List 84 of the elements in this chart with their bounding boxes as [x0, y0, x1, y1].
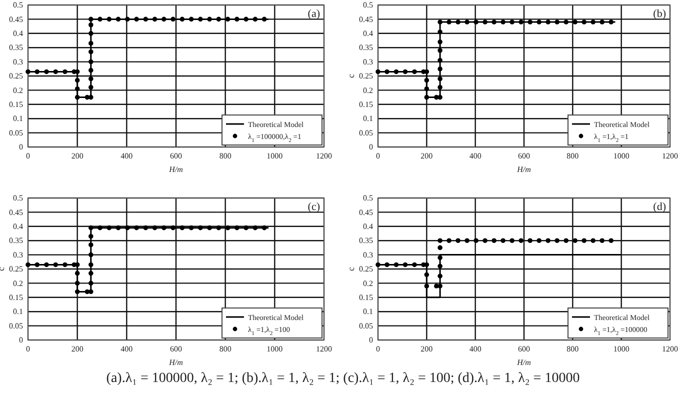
- y-tick-label: 0.4: [13, 28, 23, 38]
- y-tick-label: 0.5: [13, 194, 23, 203]
- x-tick-label: 400: [120, 152, 133, 161]
- y-tick-label: 0.1: [363, 114, 373, 124]
- annotation: (d): [653, 201, 666, 213]
- x-axis-title: H/m: [168, 358, 184, 367]
- x-tick-label: 1200: [316, 152, 332, 161]
- x-tick-label: 600: [170, 152, 182, 161]
- x-tick-label: 600: [518, 344, 530, 354]
- y-tick-label: 0.3: [13, 250, 23, 260]
- y-tick-label: 0.3: [13, 57, 23, 66]
- x-tick-label: 1000: [613, 152, 630, 161]
- y-tick-label: 0.45: [9, 208, 23, 217]
- y-tick-label: 0: [369, 142, 373, 152]
- x-tick-label: 1200: [662, 152, 678, 161]
- text: (a).λ₁ = 100000, λ₂ = 1; (b).λ₁ = 1, λ₂ = 1; (c).λ₁ = 1, λ₂ = 100; (d).λ₁ = 1, λ₂ = 10000: [106, 371, 580, 386]
- y-tick-label: 0.1: [363, 307, 373, 316]
- y-tick-label: 0.15: [9, 292, 23, 302]
- x-tick-label: 1000: [613, 344, 630, 354]
- y-tick-label: 0: [369, 336, 373, 345]
- y-tick-label: 0.05: [359, 321, 373, 330]
- y-tick-label: 0.1: [13, 307, 23, 316]
- y-tick-label: 0.25: [359, 72, 373, 81]
- y-tick-label: 0.05: [9, 128, 23, 138]
- y-tick-label: 0.3: [363, 250, 373, 260]
- y-tick-label: 0.15: [359, 100, 373, 109]
- y-axis-title: c: [346, 267, 356, 271]
- x-tick-label: 0: [26, 344, 30, 354]
- x-axis-title: H/m: [516, 358, 532, 367]
- x-axis-title: H/m: [168, 165, 184, 174]
- y-tick-label: 0.5: [363, 194, 373, 203]
- y-axis-title: c: [0, 267, 6, 271]
- y-tick-label: 0: [19, 142, 23, 152]
- y-tick-label: 0.05: [359, 128, 373, 138]
- y-tick-label: 0.4: [363, 28, 373, 38]
- y-tick-label: 0.5: [13, 0, 23, 10]
- annotation: (a): [308, 8, 320, 20]
- x-tick-label: 1200: [316, 344, 332, 354]
- y-tick-label: 0.15: [359, 292, 373, 302]
- y-tick-label: 0.25: [9, 72, 23, 81]
- x-tick-label: 1000: [266, 344, 283, 354]
- x-tick-label: 800: [219, 152, 232, 161]
- y-tick-label: 0.15: [9, 100, 23, 109]
- x-tick-label: 0: [376, 152, 380, 161]
- y-tick-label: 0.25: [9, 264, 23, 274]
- y-tick-label: 0.45: [359, 14, 373, 24]
- x-tick-label: 0: [26, 152, 30, 161]
- y-tick-label: 0.2: [363, 278, 373, 288]
- x-axis-title: H/m: [516, 165, 532, 174]
- y-tick-label: 0.1: [13, 114, 23, 124]
- x-tick-label: 1000: [266, 152, 283, 161]
- y-tick-label: 0.45: [9, 14, 23, 24]
- y-tick-label: 0.35: [9, 236, 23, 246]
- y-tick-label: 0.3: [363, 57, 373, 66]
- y-tick-label: 0.2: [363, 86, 373, 95]
- y-tick-label: 0.5: [363, 0, 373, 10]
- x-tick-label: 600: [518, 152, 530, 161]
- x-tick-label: 400: [120, 344, 133, 354]
- y-tick-label: 0.35: [359, 236, 373, 246]
- y-axis-title: c: [346, 74, 356, 78]
- x-tick-label: 800: [219, 344, 232, 354]
- x-tick-label: 600: [170, 344, 182, 354]
- x-tick-label: 200: [71, 152, 84, 161]
- x-tick-label: 200: [420, 152, 433, 161]
- y-tick-label: 0.35: [9, 43, 23, 52]
- annotation: (c): [308, 201, 320, 213]
- y-tick-label: 0.4: [363, 222, 373, 231]
- y-tick-label: 0.25: [359, 264, 373, 274]
- y-tick-label: 0.4: [13, 222, 23, 231]
- y-tick-label: 0.35: [359, 43, 373, 52]
- x-tick-label: 0: [376, 344, 380, 354]
- y-tick-label: 0.45: [359, 208, 373, 217]
- y-tick-label: 0.05: [9, 321, 23, 330]
- y-tick-label: 0.2: [13, 86, 23, 95]
- x-tick-label: 800: [566, 344, 579, 354]
- annotation: (b): [653, 8, 666, 20]
- x-tick-label: 1200: [662, 344, 678, 354]
- y-tick-label: 0.2: [13, 278, 23, 288]
- y-tick-label: 0: [19, 336, 23, 345]
- x-tick-label: 800: [566, 152, 579, 161]
- x-tick-label: 400: [469, 152, 482, 161]
- x-tick-label: 200: [420, 344, 433, 354]
- x-tick-label: 400: [469, 344, 482, 354]
- x-tick-label: 200: [71, 344, 84, 354]
